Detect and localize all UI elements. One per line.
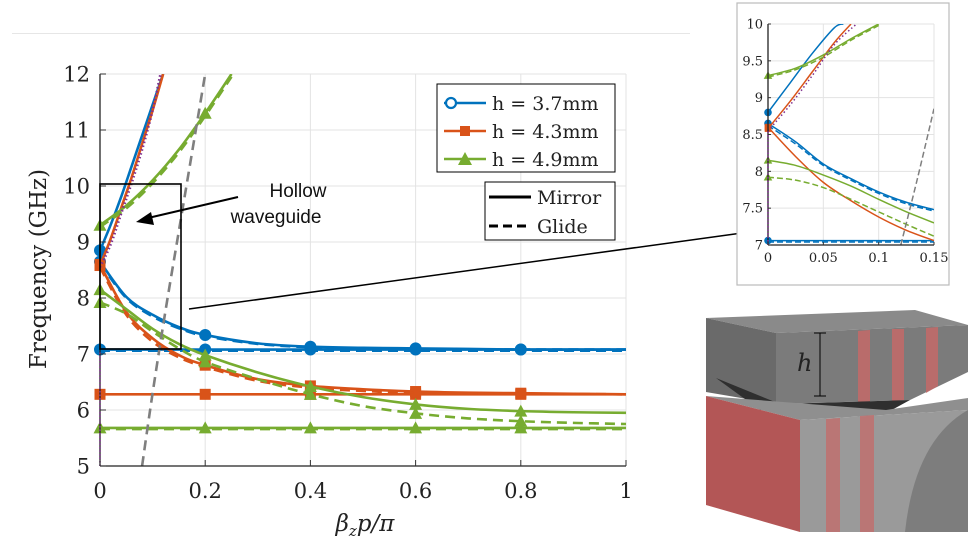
main-x-tick-label: 0 (93, 479, 106, 503)
main-marker-triangle (409, 406, 423, 419)
main-marker-triangle (198, 348, 212, 361)
top-divider (12, 33, 690, 34)
main-marker-triangle (514, 414, 528, 427)
main-y-tick-label: 8 (77, 286, 90, 310)
legend-label-h37: h = 3.7mm (492, 93, 599, 115)
main-marker-triangle (409, 421, 423, 434)
main-series-line (100, 74, 165, 251)
bottom-block-top-face (706, 396, 968, 420)
annotation-hollow: Hollow (269, 181, 326, 202)
main-series-line (140, 74, 207, 466)
main-marker-triangle (303, 387, 317, 400)
inset-y-tick-label: 8.5 (742, 128, 763, 143)
main-y-tick-label: 11 (63, 118, 90, 142)
inset-series-line (768, 125, 934, 212)
main-marker-triangle (303, 379, 317, 392)
main-y-tick-label: 10 (63, 174, 90, 198)
x-axis-title: βzp/π (335, 511, 396, 540)
inset-y-tick-label: 7 (755, 239, 763, 254)
main-marker-triangle (409, 397, 423, 410)
bottom-block-curve (905, 410, 968, 532)
top-block-stripe-3 (926, 327, 938, 393)
top-block-top-face (706, 310, 968, 333)
main-y-tick-label: 5 (77, 454, 90, 478)
bottom-block-stripe-1 (826, 418, 840, 532)
zoom-box (99, 183, 182, 350)
annotation-waveguide: waveguide (230, 207, 322, 228)
main-series-line (100, 266, 626, 396)
legend-styles: Mirror Glide (484, 181, 616, 241)
y-axis-title: Frequency (GHz) (26, 169, 52, 369)
main-series-line (100, 76, 233, 228)
legend-label-glide: Glide (537, 216, 588, 238)
main-x-tick-label: 0.2 (188, 479, 221, 503)
inset-series-line (768, 159, 934, 224)
inset-x-tick-label: 0.1 (868, 251, 889, 266)
main-ticks: 0 0.2 0.4 0.6 0.8 1 5 6 7 8 9 10 11 12 (63, 62, 632, 503)
main-series-line (100, 301, 626, 426)
main-y-tick-label: 6 (77, 398, 90, 422)
top-block-side-face (776, 325, 968, 404)
main-marker-triangle (514, 404, 528, 417)
legend-series: h = 3.7mm h = 4.3mm h = 4.9mm (436, 83, 616, 173)
main-marker-square (410, 386, 422, 398)
inset-frame (736, 2, 950, 286)
main-x-tick-label: 0.4 (294, 479, 327, 503)
inset-chart: 0 0.05 0.1 0.15 7 7.5 8 8.5 9 9.5 10 (736, 2, 950, 286)
inset-x-tick-label: 0.05 (809, 251, 838, 266)
annotation-arrow-line (147, 196, 239, 219)
main-series-line (100, 74, 165, 267)
zoom-arrow-line (188, 232, 743, 310)
inset-x-tick-label: 0.15 (920, 251, 949, 266)
inset-x-tick-label: 0 (764, 251, 772, 266)
legend-marker-triangle (458, 152, 472, 165)
inset-y-tick-label: 9.5 (742, 54, 763, 69)
inset-series-line (768, 122, 934, 211)
main-y-tick-label: 7 (77, 342, 90, 366)
inset-y-tick-label: 7.5 (742, 202, 763, 217)
main-x-tick-label: 0.8 (504, 479, 537, 503)
main-marker-triangle (198, 106, 212, 119)
legend-marker-square (460, 126, 470, 136)
inset-series-line (768, 24, 880, 77)
inset-series-line (768, 126, 934, 242)
main-marker-triangle (514, 421, 528, 434)
inset-y-tick-label: 8 (755, 165, 763, 180)
main-x-tick-label: 1 (619, 479, 632, 503)
main-marker-triangle (198, 355, 212, 368)
main-y-tick-label: 9 (77, 230, 90, 254)
inset-y-tick-label: 10 (746, 18, 763, 33)
legend-marker-circle (444, 96, 458, 110)
inset-series-line (900, 108, 934, 245)
legend-styles-box (484, 181, 616, 241)
legend-label-h43: h = 4.3mm (492, 121, 599, 143)
structure-illustration: h (706, 310, 968, 532)
main-series-line (100, 260, 626, 351)
main-marker-square (199, 388, 211, 400)
inset-ticks: 0 0.05 0.1 0.15 7 7.5 8 8.5 9 9.5 10 (742, 18, 948, 266)
legend-label-mirror: Mirror (537, 187, 602, 209)
main-marker-triangle (198, 421, 212, 434)
annotation-arrow-head (136, 212, 154, 225)
top-block-stripe-2 (892, 329, 904, 401)
legend-label-h49: h = 4.9mm (492, 149, 599, 171)
h-dimension-label: h (797, 349, 812, 377)
main-y-tick-label: 12 (63, 62, 90, 86)
main-x-tick-label: 0.6 (399, 479, 432, 503)
inset-series (763, 24, 934, 245)
main-series-line (100, 262, 626, 351)
inset-series-line (768, 24, 844, 113)
main-series (93, 74, 626, 466)
main-series-line (100, 74, 162, 268)
bottom-block-front-face (706, 396, 800, 532)
top-block-stripe-1 (858, 330, 870, 402)
inset-series-line (768, 24, 880, 78)
bottom-block-stripe-2 (860, 415, 874, 532)
inset-series-line (768, 24, 852, 130)
inset-y-tick-label: 9 (755, 91, 763, 106)
main-marker-triangle (303, 421, 317, 434)
